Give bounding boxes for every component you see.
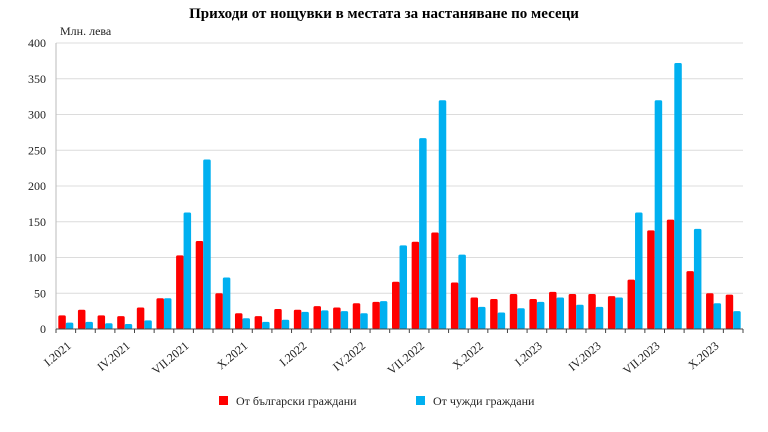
bar-foreign-V.2021 — [144, 320, 152, 329]
chart-title: Приходи от нощувки в местата за настаняв… — [189, 6, 579, 22]
bar-foreign-I.2022 — [301, 311, 309, 329]
bar-foreign-X.2023 — [713, 303, 722, 329]
bar-bulgarian-VII.2023 — [647, 230, 655, 329]
legend-swatch-bulgarian — [219, 396, 228, 405]
bar-foreign-VI.2023 — [635, 212, 643, 329]
bar-bulgarian-V.2021 — [136, 307, 145, 329]
bar-foreign-IX.2021 — [222, 277, 231, 329]
bar-bulgarian-VI.2023 — [627, 279, 636, 329]
bar-bulgarian-XI.2022 — [490, 298, 498, 329]
y-tick-label: 250 — [28, 143, 46, 157]
x-tick-label: VII.2021 — [149, 339, 191, 378]
x-tick-label: VII.2023 — [620, 339, 662, 378]
y-tick-label: 100 — [28, 251, 46, 265]
y-tick-label: 50 — [34, 286, 46, 300]
legend-swatch-foreign — [416, 396, 425, 405]
bar-bulgarian-V.2022 — [372, 301, 380, 329]
bar-foreign-II.2022 — [320, 310, 329, 329]
bar-foreign-XI.2023 — [733, 311, 741, 329]
bar-bulgarian-X.2022 — [470, 297, 479, 329]
bar-bulgarian-VIII.2021 — [195, 241, 204, 329]
bar-foreign-VII.2021 — [183, 212, 192, 329]
bar-bulgarian-VI.2021 — [156, 298, 164, 329]
bar-bulgarian-III.2022 — [333, 307, 341, 329]
legend-label-bulgarian: От български граждани — [236, 394, 357, 408]
y-tick-label: 0 — [40, 322, 46, 336]
x-tick-label: X.2021 — [214, 339, 250, 373]
x-tick-label: I.2023 — [512, 339, 545, 370]
bar-bulgarian-II.2021 — [77, 309, 86, 329]
x-tick-label: X.2023 — [685, 339, 721, 373]
bar-bulgarian-II.2022 — [313, 306, 321, 329]
bar-bulgarian-V.2023 — [607, 296, 616, 329]
legend: От български граждани От чужди граждани — [219, 394, 535, 408]
legend-label-foreign: От чужди граждани — [433, 394, 535, 408]
bar-bulgarian-X.2023 — [706, 293, 714, 329]
bar-bulgarian-XI.2021 — [254, 316, 263, 329]
bar-foreign-III.2022 — [340, 311, 349, 329]
bar-bulgarian-III.2021 — [97, 315, 106, 329]
bar-foreign-I.2021 — [65, 322, 74, 329]
bar-foreign-VI.2022 — [399, 245, 407, 329]
bar-foreign-III.2023 — [576, 304, 584, 329]
bar-foreign-XI.2022 — [497, 312, 506, 329]
bar-bulgarian-I.2022 — [293, 309, 302, 329]
bar-foreign-II.2023 — [556, 297, 565, 329]
y-tick-label: 200 — [28, 179, 46, 193]
bar-foreign-VIII.2021 — [203, 159, 211, 329]
bar-foreign-III.2021 — [105, 323, 113, 329]
bar-bulgarian-XII.2022 — [509, 293, 518, 329]
bar-foreign-X.2021 — [242, 318, 250, 329]
bar-bulgarian-IV.2021 — [117, 316, 125, 329]
bar-bulgarian-XI.2023 — [725, 294, 734, 329]
x-tick-label: I.2022 — [277, 339, 310, 370]
bar-foreign-VI.2021 — [163, 298, 172, 329]
bar-bulgarian-VI.2022 — [392, 281, 400, 329]
x-tick-label: VII.2022 — [385, 339, 427, 378]
bar-foreign-VIII.2023 — [674, 63, 682, 330]
bar-foreign-XII.2021 — [281, 319, 290, 329]
bar-foreign-X.2022 — [478, 306, 486, 329]
bar-bulgarian-VIII.2022 — [431, 232, 439, 329]
bar-bulgarian-VIII.2023 — [666, 219, 675, 329]
bar-foreign-IX.2023 — [693, 228, 702, 329]
bar-bulgarian-XII.2021 — [274, 308, 282, 329]
x-tick-label: IV.2021 — [94, 339, 132, 374]
y-tick-label: 150 — [28, 215, 46, 229]
y-tick-label: 400 — [28, 36, 46, 50]
x-tick-label: I.2021 — [41, 339, 74, 370]
bar-foreign-IV.2022 — [360, 313, 368, 329]
bar-foreign-VII.2023 — [654, 100, 663, 329]
bar-bulgarian-IV.2022 — [352, 303, 361, 329]
bar-bulgarian-IX.2023 — [686, 271, 694, 329]
bar-foreign-I.2023 — [536, 301, 545, 329]
bar-bulgarian-I.2023 — [529, 298, 537, 329]
bar-foreign-IV.2023 — [595, 306, 604, 329]
bar-foreign-IV.2021 — [124, 323, 133, 329]
bar-bulgarian-IX.2022 — [450, 282, 459, 329]
bar-bulgarian-II.2023 — [549, 291, 557, 329]
x-tick-label: IV.2023 — [566, 339, 604, 374]
bar-bulgarian-III.2023 — [568, 293, 577, 329]
bar-bulgarian-VII.2022 — [411, 241, 420, 329]
bar-foreign-II.2021 — [85, 321, 93, 329]
bar-foreign-V.2023 — [615, 297, 623, 329]
bar-bulgarian-X.2021 — [234, 313, 243, 329]
bar-foreign-VIII.2022 — [438, 100, 447, 329]
x-tick-label: IV.2022 — [330, 339, 368, 374]
bar-bulgarian-IV.2023 — [588, 293, 596, 329]
bar-foreign-IX.2022 — [458, 254, 466, 329]
bar-bulgarian-IX.2021 — [215, 293, 223, 329]
bar-foreign-XI.2021 — [262, 321, 270, 329]
bar-bulgarian-I.2021 — [58, 315, 66, 329]
y-tick-label: 350 — [28, 72, 46, 86]
y-tick-label: 300 — [28, 108, 46, 122]
bar-foreign-V.2022 — [379, 301, 388, 329]
bar-bulgarian-VII.2021 — [176, 255, 184, 329]
bar-foreign-XII.2022 — [517, 308, 525, 329]
x-tick-label: X.2022 — [450, 339, 486, 373]
bar-foreign-VII.2022 — [419, 138, 427, 329]
y-axis-label: Млн. лева — [60, 24, 112, 38]
